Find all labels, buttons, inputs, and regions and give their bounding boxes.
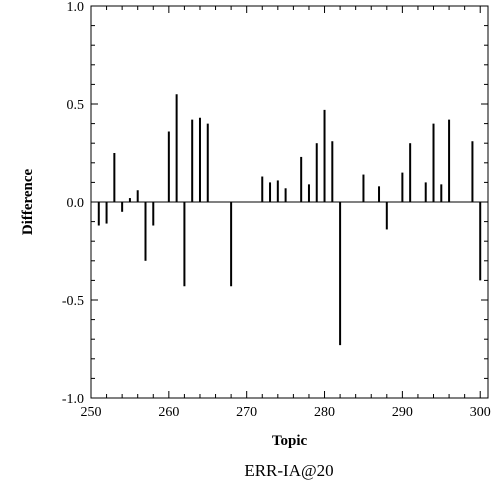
y-tick-label: -1.0 (62, 392, 84, 407)
chart-caption: ERR-IA@20 (244, 461, 333, 480)
y-tick-label: 1.0 (67, 0, 85, 15)
x-tick-label: 300 (470, 405, 491, 420)
y-tick-label: -0.5 (62, 294, 84, 309)
x-tick-label: 250 (81, 405, 102, 420)
x-tick-label: 280 (314, 405, 335, 420)
x-axis-ticks: 250 260 270 280 290 300 (81, 6, 491, 420)
x-tick-label: 290 (392, 405, 413, 420)
plot-frame (90, 5, 489, 399)
y-tick-label: 0.0 (67, 196, 85, 211)
x-tick-label: 260 (158, 405, 179, 420)
x-axis-title: Topic (272, 433, 308, 449)
x-tick-label: 270 (236, 405, 257, 420)
y-axis-ticks: 1.0 0.5 0.0 -0.5 -1.0 (62, 0, 488, 407)
y-axis-title: Difference (20, 168, 36, 235)
y-tick-label: 0.5 (67, 98, 85, 113)
bars-group (91, 94, 488, 346)
